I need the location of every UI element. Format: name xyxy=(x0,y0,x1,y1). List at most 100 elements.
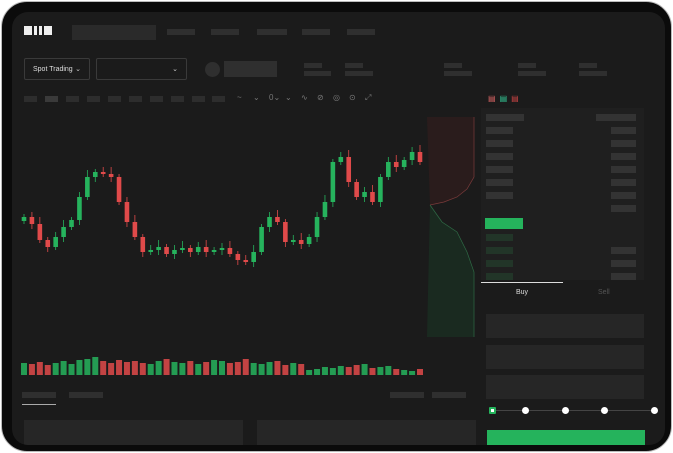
chart-tool-icon[interactable]: ⊘ xyxy=(317,93,324,102)
slider-handle[interactable] xyxy=(489,407,496,414)
volume-bar xyxy=(353,365,360,375)
stat-value xyxy=(444,71,472,76)
candle xyxy=(172,250,177,254)
interval-button[interactable] xyxy=(66,96,79,102)
volume-bar xyxy=(234,362,241,375)
chart-tool-icon[interactable]: 0⌄ xyxy=(269,93,281,102)
buy-button[interactable] xyxy=(487,430,645,445)
tab-underline xyxy=(22,404,56,405)
nav-item[interactable] xyxy=(347,29,375,35)
filter-button[interactable] xyxy=(390,392,424,398)
volume-bar xyxy=(417,369,423,375)
stat-value xyxy=(579,71,607,76)
depth-chart xyxy=(427,117,475,337)
volume-bar xyxy=(314,369,321,375)
candlestick-chart[interactable] xyxy=(12,107,482,382)
ask-price xyxy=(486,140,513,147)
candle xyxy=(354,182,359,197)
ask-amount xyxy=(611,140,636,147)
chart-tool-icon[interactable]: ⤢ xyxy=(365,93,372,102)
nav-item[interactable] xyxy=(167,29,195,35)
book-asks-icon: ▤ xyxy=(511,94,523,103)
tab-order-history[interactable] xyxy=(69,392,103,398)
interval-button[interactable] xyxy=(24,96,37,102)
bid-amount xyxy=(611,260,636,267)
candle xyxy=(259,227,264,252)
volume-bar xyxy=(139,363,146,375)
nav-item[interactable] xyxy=(302,29,330,35)
interval-button[interactable] xyxy=(212,96,225,102)
interval-button[interactable] xyxy=(171,96,184,102)
order-book xyxy=(481,108,644,280)
chart-tool-icon[interactable]: ~ xyxy=(237,93,242,102)
candle xyxy=(188,248,193,252)
ask-amount xyxy=(611,179,636,186)
price-input[interactable] xyxy=(486,314,644,338)
tab-open-orders[interactable] xyxy=(22,392,56,398)
ask-price xyxy=(486,127,513,134)
candle xyxy=(290,240,296,242)
pair-select[interactable]: ⌄ xyxy=(96,58,187,80)
candle xyxy=(45,240,51,247)
market-select[interactable]: Spot Trading ⌄ xyxy=(24,58,90,80)
interval-button[interactable] xyxy=(108,96,121,102)
candle xyxy=(211,250,217,252)
volume-bar xyxy=(92,357,99,375)
chart-tool-icon[interactable]: ∿ xyxy=(301,93,308,102)
stat-label xyxy=(444,63,462,68)
volume-bar xyxy=(219,361,225,375)
candle xyxy=(235,254,241,260)
candle xyxy=(378,177,383,202)
last-price xyxy=(485,218,523,229)
ask-price xyxy=(486,192,513,199)
candle xyxy=(370,192,375,202)
chart-tool-icon[interactable]: ⌄ xyxy=(253,93,260,102)
candle xyxy=(243,260,249,262)
amount-slider[interactable] xyxy=(489,407,658,414)
volume-bar xyxy=(306,370,313,375)
interval-button[interactable] xyxy=(150,96,163,102)
okx-logo xyxy=(24,26,52,35)
slider-step-75[interactable] xyxy=(601,407,608,414)
candle xyxy=(227,248,233,254)
candle xyxy=(148,250,154,252)
volume-bar xyxy=(179,363,186,375)
interval-button[interactable] xyxy=(192,96,205,102)
slider-step-100[interactable] xyxy=(651,407,658,414)
orderbook-view-icons[interactable]: ▤▤▤ xyxy=(488,94,523,103)
candle xyxy=(409,152,415,160)
volume-bar xyxy=(337,366,344,375)
bid-amount xyxy=(611,247,636,254)
tab-buy[interactable]: Buy xyxy=(516,289,529,296)
chart-tool-icon[interactable]: ⊙ xyxy=(349,93,356,102)
volume-bar xyxy=(290,363,297,375)
ask-depth-area xyxy=(427,117,474,205)
interval-button[interactable] xyxy=(45,96,58,102)
filter-button[interactable] xyxy=(432,392,466,398)
total-input[interactable] xyxy=(486,375,644,399)
volume-bar xyxy=(155,361,162,375)
app-screen: Spot Trading ⌄ ⌄ ~ ⌄ 0⌄ ⌄ ∿ ⊘ ◎ ⊙ ⤢ ▤▤▤ Buy Sell xyxy=(12,12,665,445)
search-bar[interactable] xyxy=(72,25,156,40)
candle xyxy=(124,202,130,222)
nav-item[interactable] xyxy=(257,29,287,35)
chart-tool-icon[interactable]: ⌄ xyxy=(285,93,292,102)
amount-input[interactable] xyxy=(486,345,644,369)
slider-step-25[interactable] xyxy=(522,407,529,414)
ask-price xyxy=(486,153,513,160)
slider-step-50[interactable] xyxy=(562,407,569,414)
nav-item[interactable] xyxy=(211,29,239,35)
chart-tool-icon[interactable]: ◎ xyxy=(333,93,340,102)
volume-bar xyxy=(60,361,67,375)
candle xyxy=(386,162,391,177)
candle xyxy=(69,220,74,227)
candle xyxy=(362,192,367,197)
tab-sell[interactable]: Sell xyxy=(598,289,610,296)
chevron-down-icon: ⌄ xyxy=(172,66,178,73)
volume-bar xyxy=(100,361,107,375)
interval-button[interactable] xyxy=(129,96,142,102)
volume-bar xyxy=(76,360,83,375)
interval-button[interactable] xyxy=(87,96,100,102)
candle xyxy=(346,157,352,182)
